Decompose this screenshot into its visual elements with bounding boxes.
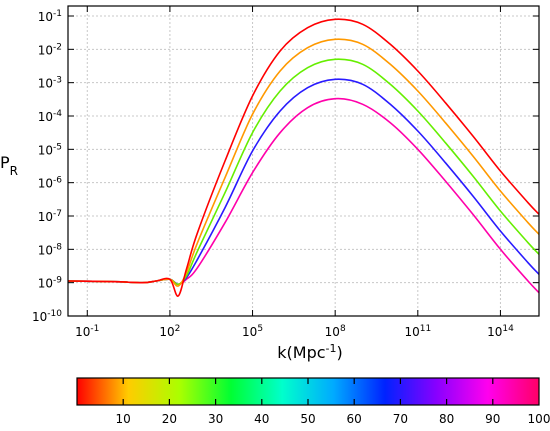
series-layer xyxy=(67,18,540,297)
x-tick-label: 102 xyxy=(159,324,180,339)
colorbar-tick-label: 90 xyxy=(485,412,500,426)
x-tick-label: 1011 xyxy=(404,324,431,339)
x-tick-label: 10-1 xyxy=(75,324,99,339)
colorbar-tick-label: 100 xyxy=(528,412,550,426)
colorbar-tick-label: 70 xyxy=(393,412,408,426)
y-tick-label: 10-3 xyxy=(38,76,62,91)
colorbar-tick-label: 30 xyxy=(208,412,223,426)
grid-layer xyxy=(68,6,539,317)
y-axis-title: PR xyxy=(0,153,18,178)
x-tick-label: 108 xyxy=(325,324,346,339)
colorbar-tick-label: 50 xyxy=(300,412,315,426)
y-tick-label: 10-7 xyxy=(38,209,62,224)
colorbar-tick-label: 20 xyxy=(162,412,177,426)
y-tick-label: 10-1 xyxy=(38,9,62,24)
colorbar-ticks: 10 20 30 40 50 60 70 80 90 100 xyxy=(116,378,550,426)
y-tick-label: 10-10 xyxy=(32,309,62,324)
x-tick-label: 105 xyxy=(242,324,263,339)
series-line-1 xyxy=(67,97,540,294)
y-tick-label: 10-9 xyxy=(38,276,63,291)
y-tick-label: 10-8 xyxy=(38,242,63,257)
plot-frame xyxy=(67,5,540,317)
x-axis-title: k(Mpc-1) xyxy=(277,342,342,363)
y-tick-label: 10-6 xyxy=(38,176,63,191)
x-tick-label: 1014 xyxy=(487,324,514,339)
y-tick-labels: 10-1 10-2 10-3 10-4 10-5 10-6 10-7 10-8 10-9 10-1… xyxy=(32,9,62,324)
y-tick-label: 10-2 xyxy=(38,42,62,57)
colorbar-tick-label: 40 xyxy=(254,412,269,426)
colorbar-tick-label: 10 xyxy=(116,412,131,426)
colorbar-tick-label: 60 xyxy=(347,412,362,426)
x-tick-labels: 10-1 102 105 108 1011 1014 xyxy=(75,324,514,339)
colorbar-tick-label: 80 xyxy=(439,412,454,426)
y-tick-label: 10-4 xyxy=(38,109,63,124)
y-tick-label: 10-5 xyxy=(38,142,62,157)
series-line-5 xyxy=(67,18,540,297)
series-line-3 xyxy=(67,58,540,286)
